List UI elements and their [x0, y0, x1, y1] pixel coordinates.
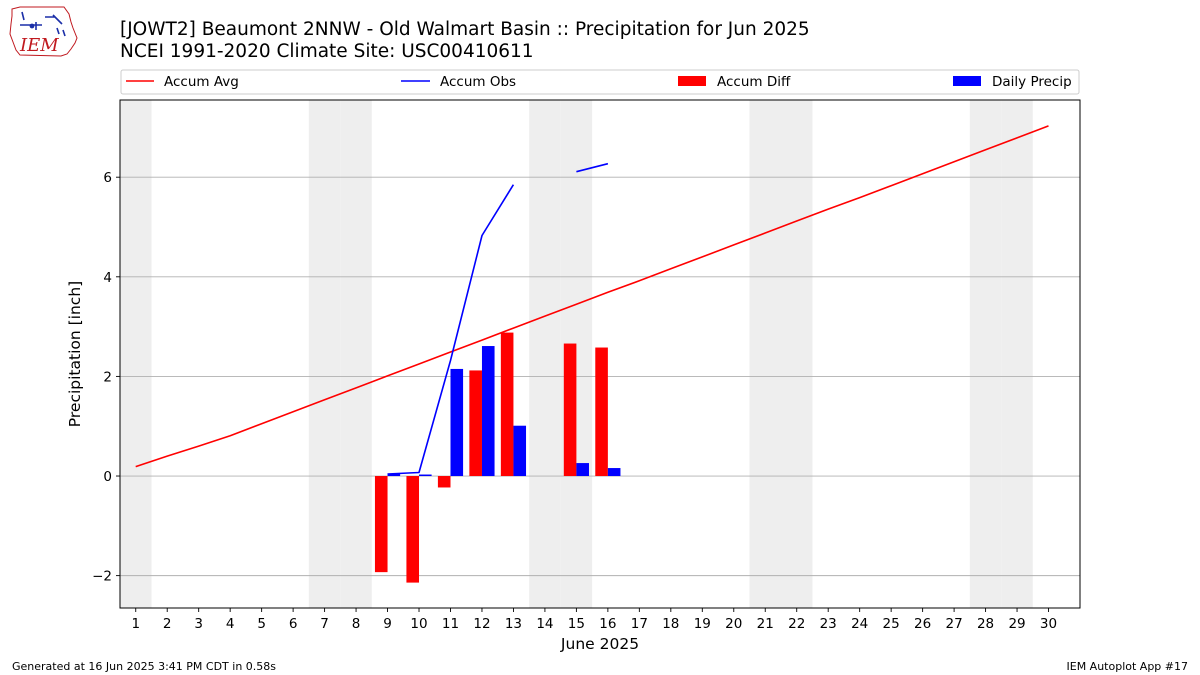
legend-box [120, 69, 1080, 95]
gridlines [120, 176, 1080, 577]
x-tick-label-27: 27 [946, 616, 963, 632]
footer-app: IEM Autoplot App #17 [1067, 660, 1189, 673]
accum-avg-line [135, 125, 1049, 468]
accum-diff-bar-day-10 [406, 476, 420, 583]
legend: Accum Avg Accum Obs Accum Diff Daily Pre… [120, 69, 1080, 95]
x-axis: 1 2 3 4 5 6 7 8 9 10 11 12 13 14 15 16 17 18 19 20 21 22 23 24 2… [131, 608, 1057, 632]
y-tick-label-2: 2 [103, 369, 112, 385]
x-tick-label-14: 14 [536, 616, 553, 632]
x-tick-label-26: 26 [914, 616, 931, 632]
accum-diff-bar-day-12 [469, 370, 482, 477]
logo-text: IEM [19, 35, 59, 56]
x-tick-label-10: 10 [410, 616, 427, 632]
accum-diff-bar-day-11 [437, 476, 451, 488]
accum-obs-line [387, 162, 609, 475]
chart-title: [JOWT2] Beaumont 2NNW - Old Walmart Basi… [120, 19, 810, 40]
x-tick-label-22: 22 [788, 616, 805, 632]
x-tick-label-19: 19 [694, 616, 711, 632]
x-tick-label-8: 8 [352, 616, 361, 632]
weekend-bands [120, 100, 1033, 608]
y-tick-label-4: 4 [103, 270, 112, 286]
legend-accum-diff-swatch [678, 76, 706, 86]
weekend-band-day-1 [120, 100, 152, 608]
weekend-band-day-22 [780, 100, 813, 608]
daily-precip-bar-day-15 [576, 463, 589, 477]
y-axis: −2 0 2 4 6 [92, 170, 120, 585]
x-tick-label-6: 6 [289, 616, 298, 632]
daily-precip-bar-day-10 [419, 474, 432, 477]
y-axis-label: Precipitation [inch] [66, 281, 84, 427]
daily-precip-bar-day-13 [513, 425, 527, 477]
legend-accum-obs-label: Accum Obs [440, 74, 516, 90]
daily-precip-bar-day-11 [450, 368, 464, 477]
x-tick-label-3: 3 [194, 616, 203, 632]
chart-subtitle: NCEI 1991-2020 Climate Site: USC00410611 [120, 41, 534, 62]
accum-diff-bar-day-9 [374, 476, 388, 573]
bars [374, 332, 621, 583]
plot-frame [119, 99, 1081, 609]
footer-generated: Generated at 16 Jun 2025 3:41 PM CDT in … [12, 660, 276, 673]
x-axis-label: June 2025 [560, 635, 639, 653]
x-tick-label-7: 7 [320, 616, 329, 632]
legend-daily-precip-label: Daily Precip [992, 74, 1072, 90]
x-tick-label-12: 12 [473, 616, 490, 632]
x-tick-label-25: 25 [883, 616, 900, 632]
x-tick-label-2: 2 [163, 616, 172, 632]
x-tick-label-23: 23 [820, 616, 837, 632]
daily-precip-bar-day-16 [607, 468, 621, 477]
weekend-band-day-21 [749, 100, 781, 608]
x-tick-label-24: 24 [851, 616, 868, 632]
x-tick-label-9: 9 [383, 616, 392, 632]
x-tick-label-5: 5 [257, 616, 266, 632]
x-tick-label-16: 16 [599, 616, 616, 632]
accum-diff-bar-day-16 [595, 347, 608, 477]
weekend-band-day-14 [529, 100, 561, 608]
x-tick-label-30: 30 [1040, 616, 1057, 632]
legend-daily-precip-swatch [953, 76, 981, 86]
weekend-band-day-28 [969, 100, 1002, 608]
weekend-band-day-29 [1001, 100, 1033, 608]
x-tick-label-15: 15 [568, 616, 585, 632]
weekend-band-day-8 [340, 100, 372, 608]
daily-precip-bar-day-9 [387, 474, 401, 477]
daily-precip-bar-day-12 [481, 346, 495, 477]
accum-diff-bar-day-15 [563, 343, 577, 477]
x-tick-label-21: 21 [757, 616, 774, 632]
accum-diff-bar-day-13 [500, 332, 514, 477]
weekend-band-day-7 [308, 100, 341, 608]
y-tick-label-0: 0 [103, 469, 112, 485]
legend-accum-diff-label: Accum Diff [717, 74, 791, 90]
x-tick-label-18: 18 [662, 616, 679, 632]
y-tick-label--2: −2 [92, 569, 112, 585]
legend-accum-avg-label: Accum Avg [164, 74, 239, 90]
x-tick-label-28: 28 [977, 616, 994, 632]
x-tick-label-20: 20 [725, 616, 742, 632]
x-tick-label-11: 11 [442, 616, 459, 632]
x-tick-label-29: 29 [1008, 616, 1025, 632]
y-tick-label-6: 6 [103, 170, 112, 186]
x-tick-label-4: 4 [226, 616, 235, 632]
x-tick-label-13: 13 [505, 616, 522, 632]
x-tick-label-17: 17 [631, 616, 648, 632]
x-tick-label-1: 1 [131, 616, 140, 632]
iem-logo: IEM [9, 6, 78, 57]
lines [135, 125, 1049, 475]
